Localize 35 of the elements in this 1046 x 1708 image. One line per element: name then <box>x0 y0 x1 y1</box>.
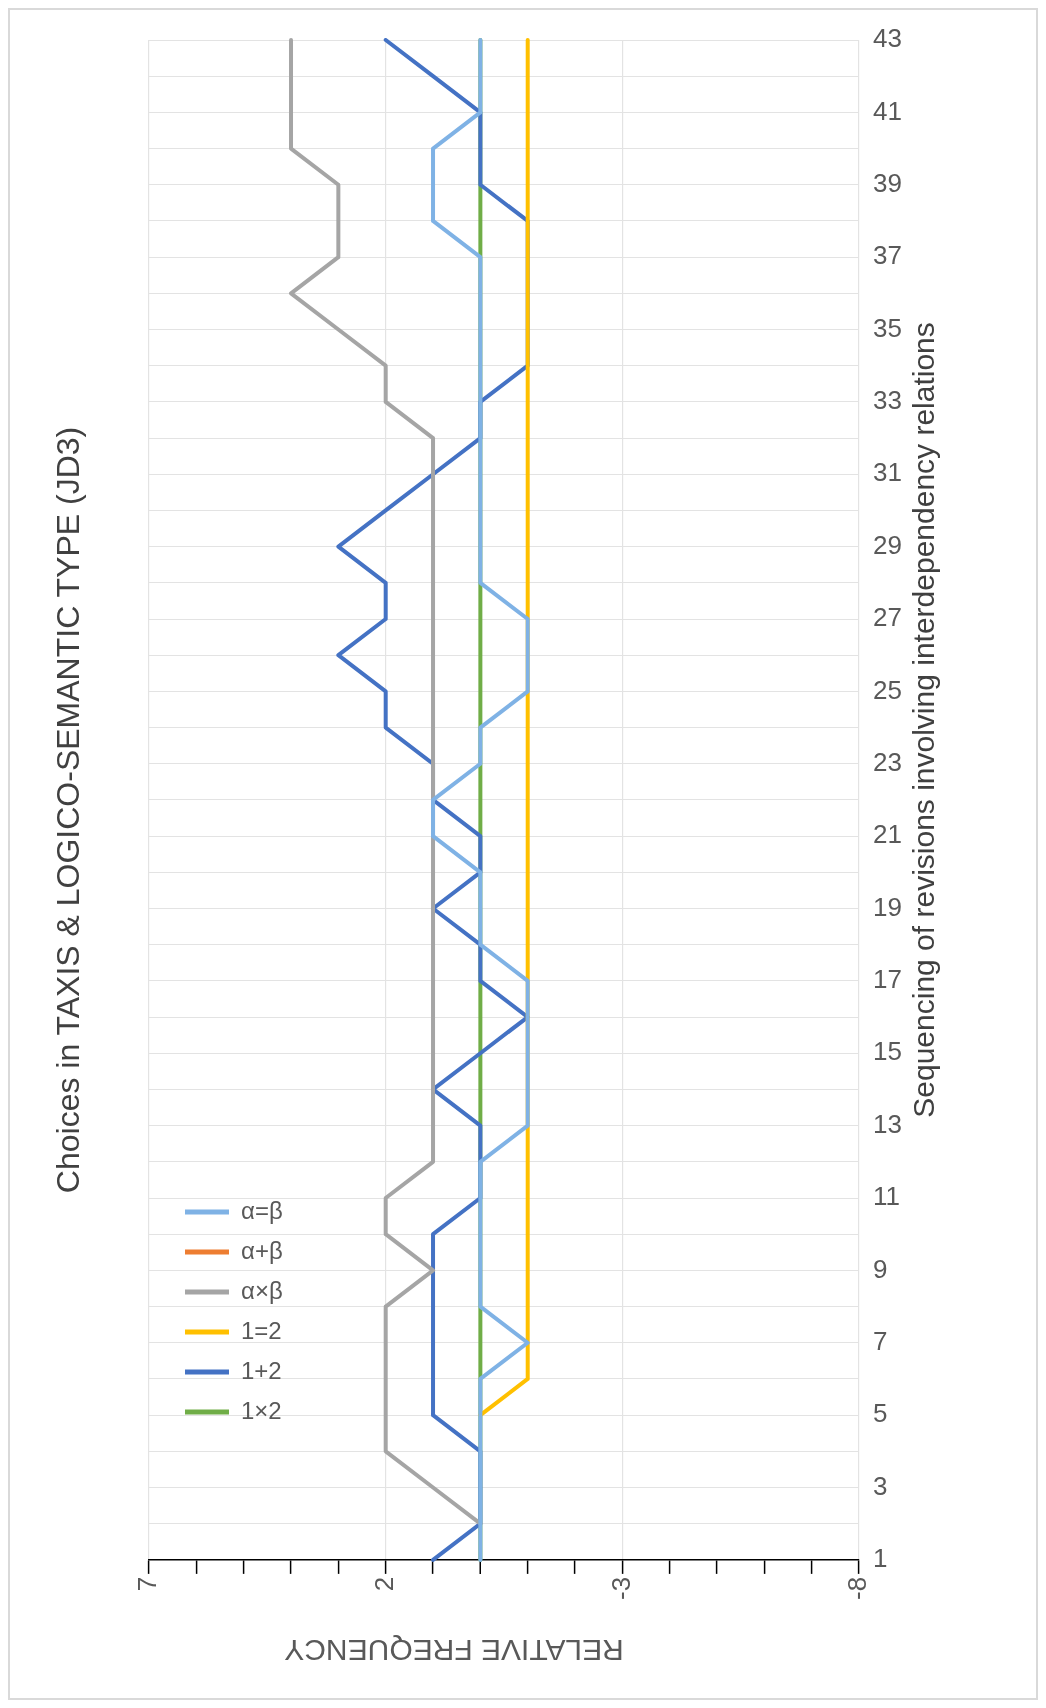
y-tick-label: 15 <box>873 1036 902 1067</box>
legend-label: 1×2 <box>241 1396 282 1424</box>
x-axis-title: RELATIVE FREQUENCY <box>284 1633 624 1667</box>
y-tick-label: 27 <box>873 602 902 633</box>
y-tick-label: 13 <box>873 1108 902 1139</box>
legend-label: α×β <box>241 1276 283 1304</box>
y-tick-label: 31 <box>873 457 902 488</box>
y-tick-label: 19 <box>873 891 902 922</box>
text: Choices in TAXIS & LOGICO-SEMANTIC TYPE (JD3) <box>49 426 86 1194</box>
y-tick-label: 29 <box>873 529 902 560</box>
y-tick-label: 25 <box>873 674 902 705</box>
legend-label: α+β <box>241 1236 283 1264</box>
y-tick-label: 3 <box>873 1470 888 1501</box>
y-tick-label: 11 <box>873 1181 901 1212</box>
y-tick-label: 41 <box>873 95 902 126</box>
legend-label: 1=2 <box>241 1316 282 1344</box>
y-tick-label: 33 <box>873 385 902 416</box>
y-tick-label: 35 <box>873 312 902 343</box>
x-tick-label: -3 <box>605 1576 636 1601</box>
x-tick-label: -8 <box>842 1576 873 1601</box>
y-tick-label: 9 <box>873 1253 888 1284</box>
y-tick-label: 37 <box>873 240 902 271</box>
y-tick-label: 7 <box>873 1325 888 1356</box>
y-tick-label: 5 <box>873 1398 888 1429</box>
y-tick-label: 1 <box>873 1543 888 1574</box>
x-tick-label: 7 <box>132 1576 163 1592</box>
y-tick-label: 43 <box>873 23 902 54</box>
y-tick-label: 21 <box>873 819 902 850</box>
y-tick-label: 17 <box>873 964 902 995</box>
legend-label: α=β <box>241 1196 283 1224</box>
x-tick-label: 2 <box>368 1576 399 1592</box>
y-tick-label: 39 <box>873 167 902 198</box>
y-tick-label: 23 <box>873 746 902 777</box>
y-axis-title: Sequencing of revisions involving interdependency relations <box>907 322 941 1118</box>
legend-label: 1+2 <box>241 1356 282 1384</box>
